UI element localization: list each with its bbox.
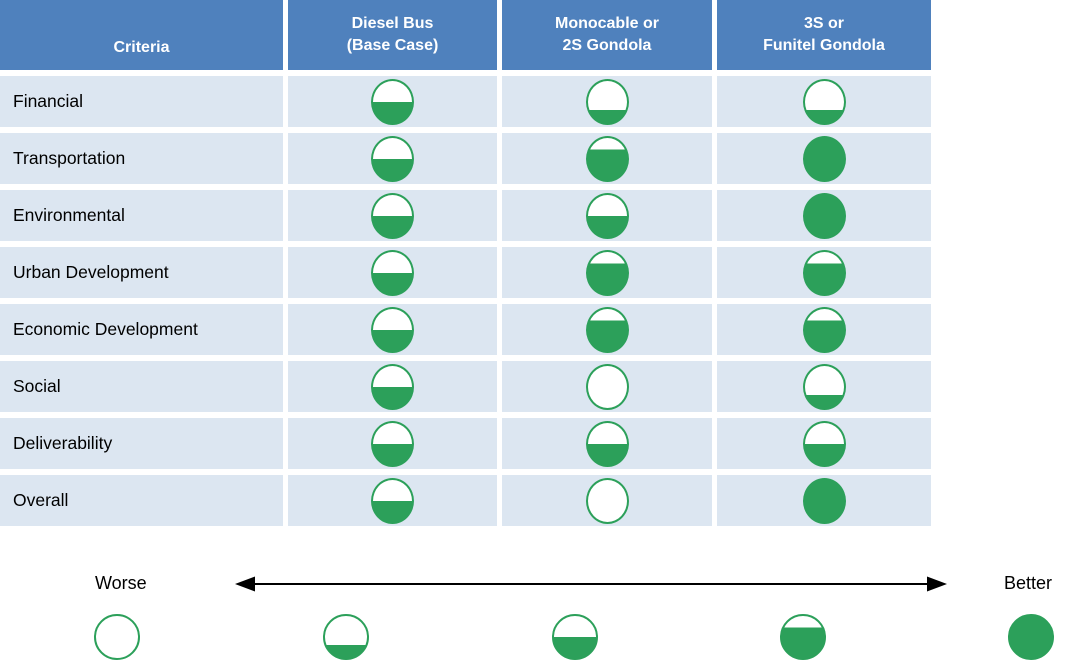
rating-cell: [288, 247, 497, 298]
harvey-ball-icon: [585, 135, 629, 182]
harvey-ball-icon: [371, 249, 414, 296]
harvey-ball-icon: [802, 192, 846, 239]
harvey-ball-icon: [802, 135, 846, 182]
rating-cell: [717, 475, 931, 526]
rating-cell: [502, 418, 712, 469]
rating-cell: [502, 190, 712, 241]
harvey-ball-icon: [585, 306, 629, 353]
comparison-matrix: Criteria Diesel Bus (Base Case) Monocabl…: [0, 0, 931, 526]
harvey-ball-icon: [371, 192, 414, 239]
harvey-ball-icon: [585, 420, 629, 467]
rating-cell: [288, 304, 497, 355]
harvey-ball-icon: [802, 249, 846, 296]
legend-ball-three-quarter-icon: [780, 614, 826, 660]
row-label-social: Social: [0, 361, 283, 412]
rating-cell: [288, 361, 497, 412]
harvey-ball-icon: [802, 420, 846, 467]
harvey-ball-icon: [371, 306, 414, 353]
harvey-ball-icon: [371, 477, 414, 524]
rating-cell: [502, 304, 712, 355]
header-3s-funitel: 3S or Funitel Gondola: [717, 0, 931, 70]
harvey-ball-icon: [585, 78, 629, 125]
rating-cell: [717, 247, 931, 298]
legend-ball-empty-icon: [94, 614, 140, 660]
header-monocable: Monocable or 2S Gondola: [502, 0, 712, 70]
header-diesel-bus: Diesel Bus (Base Case): [288, 0, 497, 70]
rating-cell: [288, 190, 497, 241]
harvey-ball-icon: [371, 135, 414, 182]
rating-cell: [502, 247, 712, 298]
rating-cell: [502, 361, 712, 412]
harvey-ball-icon: [802, 477, 846, 524]
harvey-ball-icon: [802, 306, 846, 353]
harvey-ball-icon: [585, 477, 629, 524]
harvey-ball-icon: [585, 249, 629, 296]
rating-cell: [502, 475, 712, 526]
rating-cell: [717, 190, 931, 241]
worse-better-arrow-icon: [235, 576, 947, 592]
rating-cell: [288, 133, 497, 184]
harvey-ball-icon: [371, 420, 414, 467]
row-label-overall: Overall: [0, 475, 283, 526]
legend-ball-full-icon: [1008, 614, 1054, 660]
legend-ball-quarter-icon: [323, 614, 369, 660]
row-label-deliverability: Deliverability: [0, 418, 283, 469]
row-label-environmental: Environmental: [0, 190, 283, 241]
rating-cell: [717, 304, 931, 355]
rating-cell: [288, 418, 497, 469]
rating-cell: [502, 133, 712, 184]
rating-cell: [717, 76, 931, 127]
rating-cell: [717, 133, 931, 184]
rating-cell: [717, 361, 931, 412]
harvey-ball-icon: [802, 363, 846, 410]
row-label-economic-development: Economic Development: [0, 304, 283, 355]
legend-worse-label: Worse: [95, 573, 147, 593]
harvey-ball-icon: [585, 363, 629, 410]
legend-ball-half-icon: [552, 614, 598, 660]
rating-cell: [288, 76, 497, 127]
harvey-ball-icon: [585, 192, 629, 239]
rating-cell: [502, 76, 712, 127]
harvey-ball-icon: [371, 363, 414, 410]
row-label-transportation: Transportation: [0, 133, 283, 184]
header-criteria: Criteria: [0, 0, 283, 70]
harvey-ball-icon: [802, 78, 846, 125]
harvey-ball-icon: [371, 78, 414, 125]
row-label-urban-development: Urban Development: [0, 247, 283, 298]
rating-cell: [288, 475, 497, 526]
row-label-financial: Financial: [0, 76, 283, 127]
rating-cell: [717, 418, 931, 469]
legend-better-label: Better: [1004, 573, 1053, 593]
